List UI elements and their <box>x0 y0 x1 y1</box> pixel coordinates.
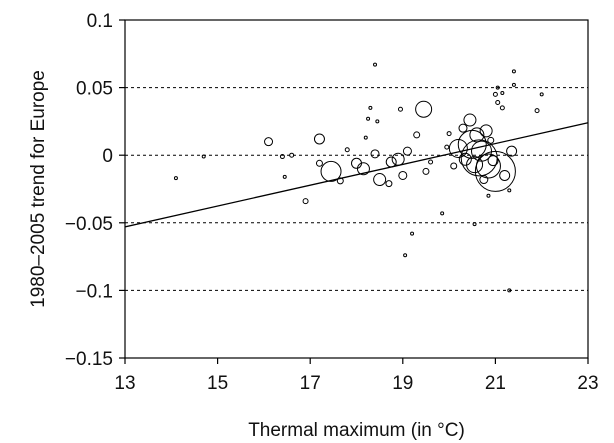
x-axis-title: Thermal maximum (in °C) <box>248 420 465 441</box>
x-tick-label-1: 15 <box>207 373 228 394</box>
grid-lines <box>125 87 588 291</box>
data-point-26 <box>403 253 408 258</box>
data-point-62 <box>506 145 518 157</box>
data-point-59 <box>499 169 511 181</box>
x-axis: 13 15 17 19 21 23 <box>114 358 599 394</box>
data-point-64 <box>511 82 516 87</box>
x-tick-label-4: 21 <box>485 373 506 394</box>
data-point-3 <box>279 154 285 160</box>
data-point-56 <box>495 99 501 105</box>
trend-line-group <box>124 122 589 228</box>
x-tick-label-0: 13 <box>114 373 135 394</box>
y-tick-label-3: −0.05 <box>65 214 113 235</box>
data-point-0 <box>173 176 178 181</box>
data-point-17 <box>373 62 378 67</box>
data-point-50 <box>486 193 491 198</box>
data-point-23 <box>391 152 405 166</box>
data-point-7 <box>313 133 325 145</box>
data-point-19 <box>370 149 380 159</box>
data-point-9 <box>320 160 342 182</box>
data-point-54 <box>492 91 498 97</box>
data-point-31 <box>422 167 430 175</box>
data-point-33 <box>440 211 445 216</box>
data-point-13 <box>356 162 370 176</box>
data-point-16 <box>368 105 373 110</box>
data-point-60 <box>507 288 512 293</box>
data-point-18 <box>375 119 380 124</box>
data-point-48 <box>479 124 493 138</box>
data-point-14 <box>363 135 368 140</box>
trend-line <box>124 122 589 228</box>
data-point-6 <box>302 198 309 205</box>
data-point-15 <box>366 116 371 121</box>
data-point-36 <box>450 162 458 170</box>
data-point-25 <box>398 170 408 180</box>
data-point-32 <box>428 159 434 165</box>
y-axis-title: 1980–2005 trend for Europe <box>28 70 49 308</box>
data-point-5 <box>282 174 287 179</box>
data-point-11 <box>344 147 350 153</box>
y-tick-label-2: 0 <box>102 146 113 167</box>
data-point-30 <box>415 100 433 118</box>
y-tick-label-0: 0.1 <box>87 11 113 32</box>
y-tick-label-1: 0.05 <box>76 79 113 100</box>
data-point-51 <box>487 136 495 144</box>
data-point-10 <box>336 177 344 185</box>
data-point-55 <box>495 85 500 90</box>
x-tick-label-2: 17 <box>300 373 321 394</box>
data-point-21 <box>385 180 393 188</box>
data-point-1 <box>201 154 206 159</box>
data-point-63 <box>511 69 516 74</box>
data-point-47 <box>479 175 489 185</box>
data-point-22 <box>385 156 397 168</box>
data-point-20 <box>373 173 387 187</box>
y-tick-label-5: −0.15 <box>65 349 113 370</box>
data-point-66 <box>539 92 544 97</box>
x-tick-label-3: 19 <box>392 373 413 394</box>
data-point-41 <box>457 129 487 159</box>
data-point-46 <box>471 140 493 162</box>
data-point-42 <box>466 156 484 174</box>
data-point-2 <box>264 137 274 147</box>
y-axis: 0.1 0.05 0 −0.05 −0.1 −0.15 <box>65 11 125 370</box>
data-point-39 <box>458 152 472 166</box>
data-point-61 <box>507 188 512 193</box>
data-point-65 <box>534 108 540 114</box>
data-point-34 <box>444 144 450 150</box>
data-point-4 <box>289 152 295 158</box>
y-tick-label-4: −0.1 <box>75 281 113 302</box>
data-point-58 <box>499 105 505 111</box>
data-point-43 <box>472 222 477 227</box>
plot-area-frame <box>124 19 589 359</box>
data-point-57 <box>500 91 505 96</box>
data-point-27 <box>410 231 415 236</box>
x-tick-label-5: 23 <box>577 373 598 394</box>
data-point-35 <box>446 131 452 137</box>
data-point-28 <box>402 146 412 156</box>
data-point-29 <box>413 131 421 139</box>
data-point-37 <box>448 138 468 158</box>
data-point-8 <box>315 159 323 167</box>
data-points <box>173 62 544 293</box>
data-point-38 <box>458 123 468 133</box>
data-point-53 <box>474 150 516 192</box>
data-point-52 <box>487 155 499 167</box>
data-point-40 <box>463 113 477 127</box>
data-point-24 <box>397 106 403 112</box>
